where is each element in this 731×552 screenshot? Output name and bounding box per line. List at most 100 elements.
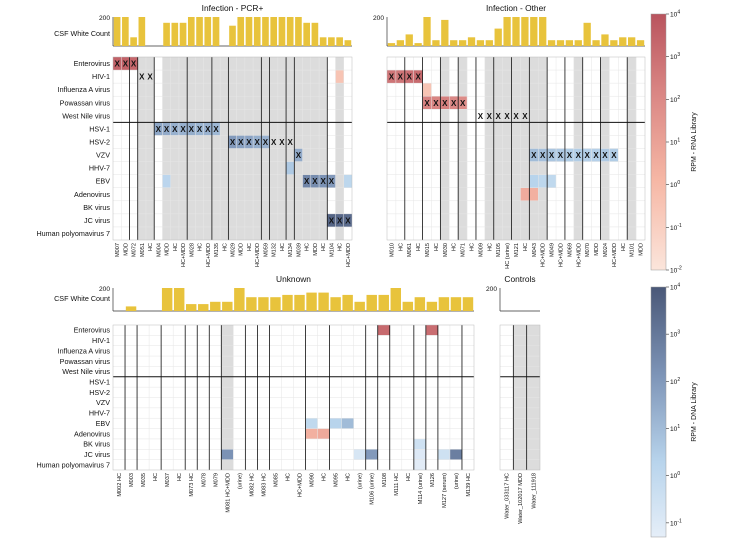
x-marker: X	[288, 138, 294, 147]
column-label: HC+MDD	[298, 473, 304, 497]
wbc-bar	[186, 304, 197, 311]
row-label: JC virus	[84, 216, 110, 225]
dna-cell	[343, 213, 352, 227]
heatmap-frame	[499, 324, 541, 471]
wbc-bar	[163, 22, 170, 46]
x-marker: X	[312, 177, 318, 186]
wbc-bar	[547, 40, 556, 46]
column-label: HC	[198, 243, 204, 251]
wbc-bar	[318, 292, 329, 311]
dna-cell	[211, 122, 221, 136]
column-label: M101	[630, 243, 636, 257]
x-marker: X	[337, 216, 343, 225]
x-marker: X	[487, 112, 493, 121]
dna-cell	[538, 174, 548, 188]
x-marker: X	[478, 112, 484, 121]
column-label: HC+MDD	[558, 243, 564, 267]
wbc-bar	[161, 288, 173, 311]
rna-cell	[413, 70, 423, 84]
wbc-bar	[270, 297, 281, 311]
wbc-bar	[258, 297, 269, 311]
row-label: HSV-1	[89, 124, 110, 133]
heatmap-frame	[112, 324, 475, 471]
x-marker: X	[558, 151, 564, 160]
rna-cell	[440, 96, 450, 110]
column-label: HC+MDD	[255, 243, 261, 267]
x-marker: X	[442, 99, 448, 108]
dna-cell	[341, 418, 354, 429]
column-label: M004	[156, 243, 162, 257]
row-label: Enterovirus	[74, 59, 111, 68]
x-marker: X	[114, 60, 120, 69]
rna-cell	[425, 325, 438, 336]
column-label: M105	[496, 243, 502, 257]
column-label: M095	[334, 473, 340, 487]
dna-cell	[609, 148, 619, 162]
row-label: VZV	[96, 151, 110, 160]
wbc-bar	[366, 294, 377, 311]
column-label: HC	[346, 473, 352, 481]
column-label: HC (urine)	[505, 243, 511, 269]
column-label: HC	[177, 473, 183, 481]
colorbar-tick-label: 103	[670, 330, 680, 339]
x-marker: X	[189, 125, 195, 134]
wbc-bar	[229, 25, 236, 46]
dna-cell	[310, 174, 320, 188]
row-label: Influenza A virus	[58, 346, 111, 355]
colorbar-label: RPM - DNA Library	[691, 382, 698, 442]
dna-cell	[170, 122, 179, 136]
wbc-bar	[619, 37, 627, 46]
column-label: HC	[470, 243, 476, 251]
wbc-bar	[173, 288, 185, 311]
column-label: M061	[407, 243, 413, 257]
dna-cell	[162, 174, 171, 188]
row-label: BK virus	[83, 440, 110, 449]
dna-cell	[203, 122, 212, 136]
colorbar-tick-label: 104	[670, 10, 680, 19]
row-label: HHV-7	[89, 164, 110, 173]
column-label: HC+MDD	[541, 243, 547, 267]
wbc-bar	[342, 294, 353, 311]
dna-cell	[253, 135, 262, 149]
row-label: Enterovirus	[74, 326, 111, 335]
colorbar-label: RPM - RNA Library	[691, 112, 698, 172]
x-marker: X	[398, 73, 404, 82]
wbc-bar	[438, 297, 450, 311]
column-label: HC	[621, 243, 627, 251]
column-label: HC+MDD	[206, 243, 212, 267]
x-marker: X	[424, 99, 430, 108]
wbc-bar	[628, 37, 636, 46]
x-marker: X	[540, 151, 546, 160]
x-marker: X	[611, 151, 617, 160]
column-label: M139 HC	[466, 473, 472, 497]
dna-cell	[353, 449, 366, 460]
column-label: HC+MDD	[576, 243, 582, 267]
x-marker: X	[460, 99, 466, 108]
dna-cell	[413, 438, 426, 450]
dna-cell	[178, 122, 188, 136]
column-label: MDD	[123, 243, 129, 256]
column-label: M010	[389, 243, 395, 257]
x-marker: X	[147, 73, 153, 82]
dna-cell	[162, 122, 171, 136]
colorbar-gradient	[650, 286, 667, 538]
panel-controls: Controls 200 Water_033117 HC Water_102017 M…	[486, 274, 541, 524]
rna-cell	[113, 57, 122, 71]
colorbar-tick-label: 10-2	[670, 266, 682, 275]
row-label: EBV	[96, 419, 111, 428]
dna-cell	[221, 449, 234, 460]
column-label: M009	[478, 243, 484, 257]
panel-title: Infection - PCR+	[202, 3, 264, 13]
wbc-bar	[179, 22, 187, 46]
row-label: EBV	[96, 177, 111, 186]
x-marker: X	[329, 216, 335, 225]
column-label: M111 HC	[394, 473, 400, 496]
column-label: MDD	[639, 243, 645, 256]
colorbar-tick-label: 101	[670, 138, 680, 147]
x-marker: X	[389, 73, 395, 82]
column-label: M114 (urine)	[418, 473, 424, 504]
dna-cell	[154, 122, 163, 136]
column-label: M135	[214, 243, 220, 257]
colorbar-tick-label: 103	[670, 52, 680, 61]
